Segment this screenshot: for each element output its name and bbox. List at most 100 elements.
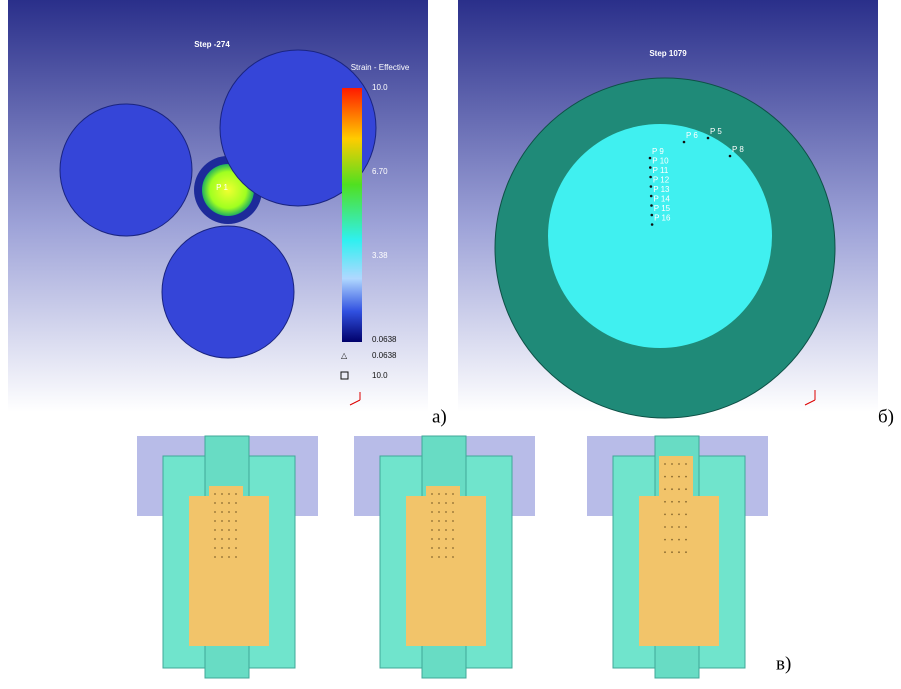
tracking-point [685,526,687,528]
tracking-point [452,520,454,522]
tracking-point [678,526,680,528]
tracking-point [671,488,673,491]
tracking-point [228,502,230,504]
tracking-point [228,538,230,540]
tracking-point [452,547,454,549]
tracking-point [438,493,440,495]
legend-tick: 6.70 [372,167,388,176]
point [650,223,654,226]
point-label: P 14 [654,195,671,204]
tracking-point [214,493,216,495]
tracking-point [685,488,687,491]
point-label: P 13 [653,185,670,194]
legend-tick: 3.38 [372,251,388,260]
tracking-point [678,488,680,491]
tracking-point [214,502,216,504]
caption: в) [776,653,791,674]
tracking-point [235,538,237,540]
tracking-point [445,502,447,504]
caption: а) [432,406,447,427]
roll [161,225,295,359]
tracking-point [438,556,440,558]
tracking-point [235,547,237,549]
tracking-point [445,520,447,522]
tracking-point [664,526,666,528]
tracking-point [431,529,433,531]
min-symbol: △ [341,351,348,360]
legend-tick: 0.0638 [372,335,397,344]
tracking-point [431,493,433,495]
tracking-point [235,511,237,513]
point [706,136,710,140]
tracking-point [214,511,216,513]
point [649,166,652,169]
point-label: P 16 [654,214,671,223]
color-bar [342,88,362,342]
tracking-point [438,547,440,549]
tracking-point [671,463,673,465]
panel-b-title: Step 1079 [649,49,687,58]
tracking-point [235,556,237,558]
point-label: P 1 [216,183,228,192]
billet [406,496,486,646]
tracking-point [671,551,673,554]
tracking-point [221,502,223,504]
point-label: P 10 [652,157,669,166]
point-label: P 12 [653,176,670,185]
tracking-point [664,538,666,541]
tracking-point [228,493,230,495]
tracking-point [214,520,216,522]
tracking-point [438,538,440,540]
tracking-point [431,556,433,558]
tracking-point [671,500,673,503]
min-label: 0.0638 [372,351,397,360]
tracking-point [214,547,216,549]
tracking-point [431,511,433,513]
tracking-point [214,529,216,531]
billet-neck [426,486,460,516]
tracking-point [664,475,666,478]
workpiece [548,124,772,348]
tracking-point [221,520,223,522]
tracking-point [235,520,237,522]
tracking-point [671,538,673,541]
tracking-point [685,500,687,503]
point [649,194,653,198]
tracking-point [431,520,433,522]
tracking-point [685,513,687,516]
tracking-point [221,556,223,558]
axis-triad [804,390,816,406]
tracking-point [228,511,230,513]
caption: б) [878,406,894,427]
tracking-point [438,511,440,513]
tracking-point [214,556,216,558]
tracking-point [664,513,666,516]
point [650,204,653,207]
roll [219,49,377,207]
axis-triad [349,392,361,406]
tracking-point [452,529,454,531]
tracking-point [671,475,673,478]
point-label: P 11 [653,166,669,175]
tracking-point [685,538,687,541]
tracking-point [452,493,454,495]
tracking-point [445,556,447,558]
legend-tick: 10.0 [372,83,388,92]
tracking-point [228,529,230,531]
point-label: P 6 [686,131,698,140]
tracking-point [221,547,223,549]
tracking-point [221,493,223,495]
point [649,175,652,179]
tracking-point [452,538,454,540]
tracking-point [452,511,454,513]
billet-neck [209,486,243,516]
tracking-point [221,511,223,513]
tracking-point [685,551,687,554]
tracking-point [685,475,687,478]
tracking-point [221,529,223,531]
tracking-point [431,547,433,549]
point [650,213,654,217]
roll [59,103,193,237]
tracking-point [214,538,216,540]
tracking-point [431,502,433,504]
